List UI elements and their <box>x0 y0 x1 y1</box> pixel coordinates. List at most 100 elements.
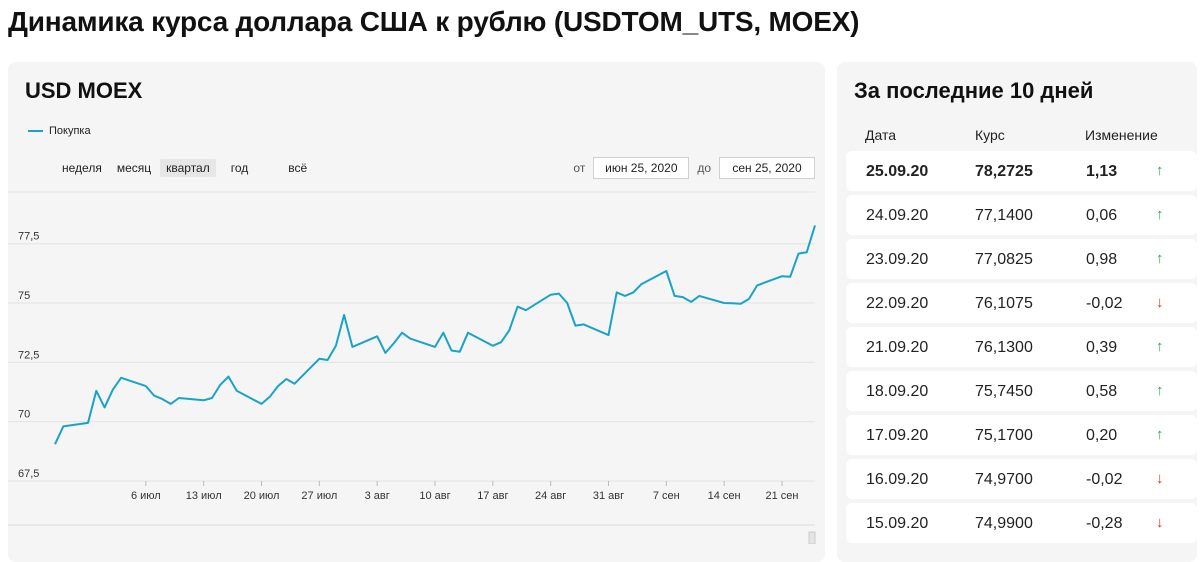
row-change: -0,28 <box>1086 515 1123 532</box>
row-change: 0,98 <box>1086 251 1118 268</box>
data-point <box>681 295 685 299</box>
row-change: 0,58 <box>1086 383 1118 400</box>
x-tick-label: 7 сен <box>653 490 680 502</box>
arrow-up-icon: ↑ <box>1156 426 1164 443</box>
period-quarter-button[interactable]: квартал <box>160 159 216 177</box>
data-point <box>400 331 404 335</box>
rates-table-panel: За последние 10 дней Дата Курс Изменение… <box>837 62 1197 562</box>
line-chart: 67,5 70 72,5 75 77,5 6 июл 13 июл 20 июл 27 июл 3… <box>8 191 817 544</box>
row-change: -0,02 <box>1086 471 1123 488</box>
row-date: 18.09.20 <box>866 383 929 400</box>
data-point <box>458 350 462 354</box>
data-point <box>408 337 412 341</box>
arrow-up-icon: ↑ <box>1156 206 1164 223</box>
data-point <box>722 301 726 305</box>
data-point <box>507 328 511 332</box>
x-tick-label: 31 авг <box>593 490 624 502</box>
data-point <box>697 294 701 298</box>
period-all-button[interactable]: всё <box>288 161 308 175</box>
data-point <box>573 324 577 328</box>
table-row[interactable]: 18.09.20 75,7450 0,58 ↑ <box>846 371 1197 411</box>
data-point <box>218 383 222 387</box>
data-point <box>582 322 586 326</box>
data-point <box>169 402 173 406</box>
data-point <box>549 293 553 297</box>
y-tick-label: 67,5 <box>18 468 39 480</box>
row-change: 1,13 <box>1086 163 1118 180</box>
table-row[interactable]: 17.09.20 75,1700 0,20 ↑ <box>846 415 1197 455</box>
arrow-up-icon: ↑ <box>1156 338 1164 355</box>
data-point <box>268 395 272 399</box>
table-row[interactable]: 23.09.20 77,0825 0,98 ↑ <box>846 239 1197 279</box>
data-point <box>317 357 321 361</box>
header-change: Изменение <box>1085 127 1158 143</box>
data-point <box>119 376 123 380</box>
range-to-input[interactable]: сен 25, 2020 <box>719 157 815 179</box>
x-tick-label: 3 авг <box>365 490 390 502</box>
chart-title: USD MOEX <box>25 78 143 103</box>
data-point <box>755 283 759 287</box>
arrow-down-icon: ↓ <box>1156 470 1164 487</box>
date-range: от июн 25, 2020 до сен 25, 2020 <box>565 157 815 179</box>
row-date: 25.09.20 <box>866 163 929 180</box>
data-point <box>210 396 214 400</box>
row-change: 0,20 <box>1086 427 1118 444</box>
data-point <box>664 269 668 273</box>
arrow-down-icon: ↓ <box>1156 514 1164 531</box>
table-row[interactable]: 25.09.20 78,2725 1,13 ↑ <box>846 151 1197 191</box>
y-tick-label: 70 <box>18 409 30 421</box>
legend-label: Покупка <box>49 125 91 137</box>
table-row[interactable]: 21.09.20 76,1300 0,39 ↑ <box>846 327 1197 367</box>
legend-swatch-icon <box>28 130 43 132</box>
x-tick-label: 20 июл <box>244 490 280 502</box>
row-date: 15.09.20 <box>866 515 929 532</box>
table-row[interactable]: 22.09.20 76,1075 -0,02 ↓ <box>846 283 1197 323</box>
data-point <box>160 397 164 401</box>
arrow-up-icon: ↑ <box>1156 250 1164 267</box>
data-point <box>177 396 181 400</box>
x-tick-label: 27 июл <box>301 490 337 502</box>
data-point <box>284 377 288 381</box>
period-year-button[interactable]: год <box>230 161 249 175</box>
data-point <box>730 301 734 305</box>
arrow-up-icon: ↑ <box>1156 382 1164 399</box>
table-row[interactable]: 15.09.20 74,9900 -0,28 ↓ <box>846 503 1197 543</box>
x-tick-label: 17 авг <box>477 490 508 502</box>
row-date: 16.09.20 <box>866 471 929 488</box>
data-point <box>813 223 817 227</box>
range-to-label: до <box>697 161 711 175</box>
data-point <box>797 252 801 256</box>
period-week-button[interactable]: неделя <box>62 161 102 175</box>
data-point <box>466 331 470 335</box>
table-row[interactable]: 24.09.20 77,1400 0,06 ↑ <box>846 195 1197 235</box>
data-point <box>615 290 619 294</box>
y-tick-label: 77,5 <box>18 231 39 243</box>
data-point <box>86 421 90 425</box>
row-date: 21.09.20 <box>866 339 929 356</box>
chart-legend[interactable]: Покупка <box>28 125 91 137</box>
data-point <box>342 313 346 317</box>
series-line-pokupka <box>54 225 816 445</box>
range-from-label: от <box>573 161 586 175</box>
data-point <box>383 351 387 355</box>
data-point <box>607 333 611 337</box>
x-tick-label: 10 авг <box>419 490 450 502</box>
row-rate: 76,1075 <box>975 295 1033 312</box>
data-point <box>788 275 792 279</box>
data-point <box>144 384 148 388</box>
data-point <box>631 290 635 294</box>
data-point <box>375 334 379 338</box>
period-selector: неделя месяц квартал год всё <box>56 159 316 177</box>
row-date: 17.09.20 <box>866 427 929 444</box>
data-point <box>103 405 107 409</box>
navigator-handle <box>808 531 816 544</box>
range-from-input[interactable]: июн 25, 2020 <box>593 157 690 179</box>
data-point <box>499 340 503 344</box>
data-point <box>433 345 437 349</box>
data-point <box>557 292 561 296</box>
y-tick-label: 75 <box>18 290 30 302</box>
period-month-button[interactable]: месяц <box>116 161 152 175</box>
data-point <box>260 402 264 406</box>
table-row[interactable]: 16.09.20 74,9700 -0,02 ↓ <box>846 459 1197 499</box>
data-point <box>805 250 809 254</box>
